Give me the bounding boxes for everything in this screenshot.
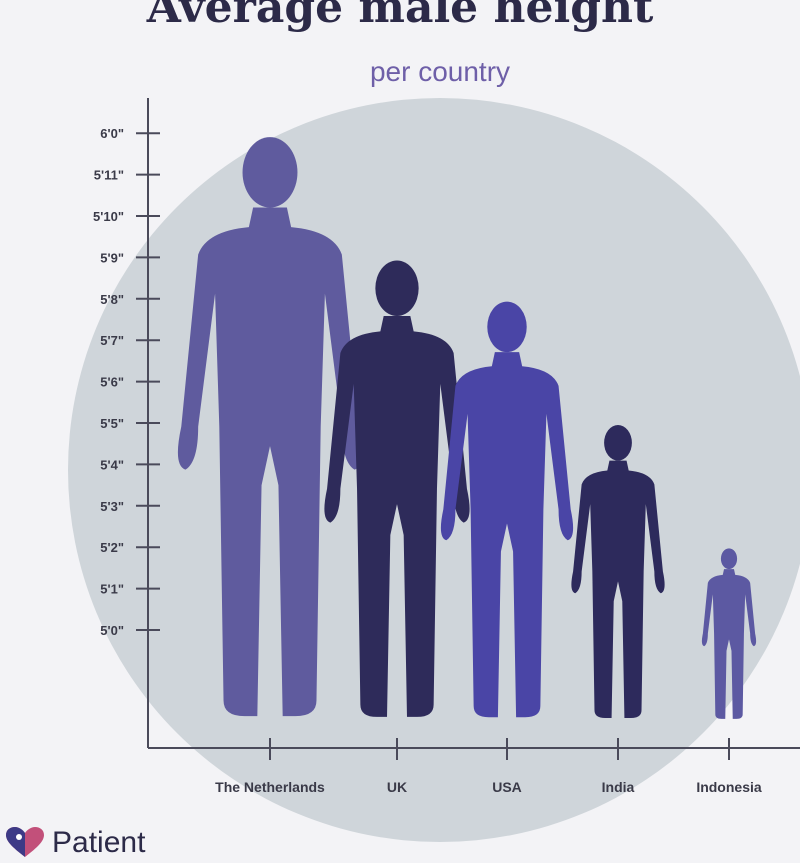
silhouette-head [487,301,527,353]
silhouette-body [177,207,363,717]
y-tick-label: 5'10" [93,209,124,224]
x-tick-label: USA [492,779,522,795]
y-tick-label: 5'7" [100,333,124,348]
person-silhouette [701,548,757,719]
y-tick-label: 5'6" [100,375,124,390]
x-tick-label: UK [387,779,407,795]
brand-name: Patient [52,826,146,859]
person-silhouette [324,260,470,717]
patient-logo: Patient [4,826,145,860]
silhouette-head [604,424,632,461]
silhouette-head [242,137,298,208]
x-tick-label: India [602,779,635,795]
x-tick-label: The Netherlands [215,779,325,795]
x-tick-label: Indonesia [696,779,762,795]
silhouette-head [375,260,419,316]
silhouette-body [571,460,665,719]
silhouette-head [720,548,738,570]
y-tick-label: 5'0" [100,623,124,638]
y-tick-label: 5'11" [94,168,124,183]
heart-logo-icon [6,827,44,857]
y-tick-label: 5'9" [100,250,124,265]
y-tick-label: 5'4" [100,457,124,472]
silhouette-body [324,315,470,717]
chart-subtitle: per country [369,56,511,87]
chart-title: Average male height [146,0,654,33]
person-silhouette [177,137,363,717]
person-silhouette [571,424,665,719]
y-tick-label: 5'8" [100,292,124,307]
silhouette-body [701,569,757,719]
silhouette-body [440,352,574,718]
y-tick-label: 5'3" [100,499,124,514]
person-silhouette [440,301,574,718]
y-tick-label: 5'2" [100,540,124,555]
y-tick-label: 5'1" [100,582,124,597]
y-tick-label: 5'5" [100,416,124,431]
y-tick-label: 6'0" [100,126,124,141]
